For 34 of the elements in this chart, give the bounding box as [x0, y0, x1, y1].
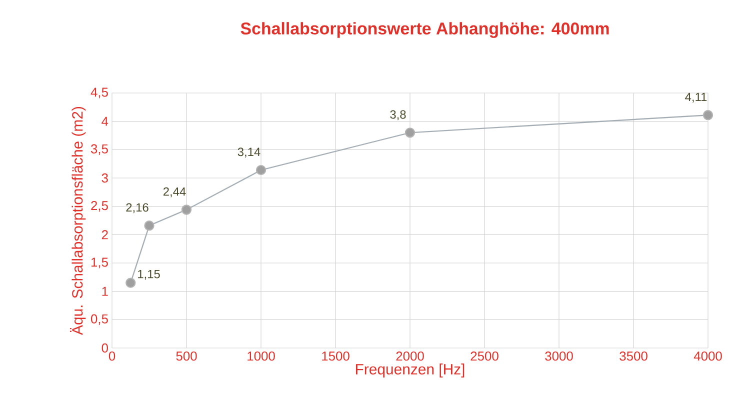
y-tick-label: 2,5 — [91, 200, 108, 212]
x-tick-label: 3500 — [620, 352, 648, 361]
y-tick-label: 3 — [102, 173, 108, 183]
x-axis-title: Frequenzen [Hz] — [356, 364, 464, 378]
x-tick-label: 2500 — [470, 352, 498, 361]
data-label: 1,15 — [138, 270, 160, 280]
point — [702, 110, 714, 120]
y-tick-label: 0 — [102, 343, 108, 353]
x-tick-label: 1500 — [322, 352, 350, 361]
y-tick-label: 2 — [102, 230, 108, 240]
data-label: 2,16 — [126, 203, 148, 214]
point — [256, 164, 266, 176]
y-tick-label: 0,5 — [90, 314, 108, 326]
point — [181, 204, 192, 215]
y-tick-label: 4,5 — [90, 88, 108, 98]
x-tick-label: 0 — [108, 352, 116, 361]
data-label: 3,14 — [238, 148, 260, 158]
data-label: 3,8 — [390, 110, 406, 120]
x-tick-label: 4000 — [694, 352, 722, 361]
y-axis-title: Äqu. Schallabsorptionsfläche (m2) — [70, 106, 86, 335]
point — [144, 220, 154, 231]
x-tick-label: 1000 — [248, 352, 275, 361]
point — [404, 128, 416, 138]
data-label: 4,11 — [685, 92, 707, 103]
x-tick-label: 500 — [176, 352, 197, 361]
y-tick-label: 1,5 — [91, 258, 108, 268]
y-tick-label: 1 — [102, 286, 108, 296]
x-tick-label: 3000 — [545, 352, 573, 361]
chart-title: Schallabsorptionswerte Abhanghöhe: 400mm — [240, 22, 609, 38]
data-label: 2,44 — [163, 187, 186, 198]
x-tick-label: 2000 — [396, 352, 424, 361]
y-tick-label: 3,5 — [90, 144, 108, 156]
y-tick-label: 4 — [102, 116, 108, 126]
point — [126, 278, 136, 288]
